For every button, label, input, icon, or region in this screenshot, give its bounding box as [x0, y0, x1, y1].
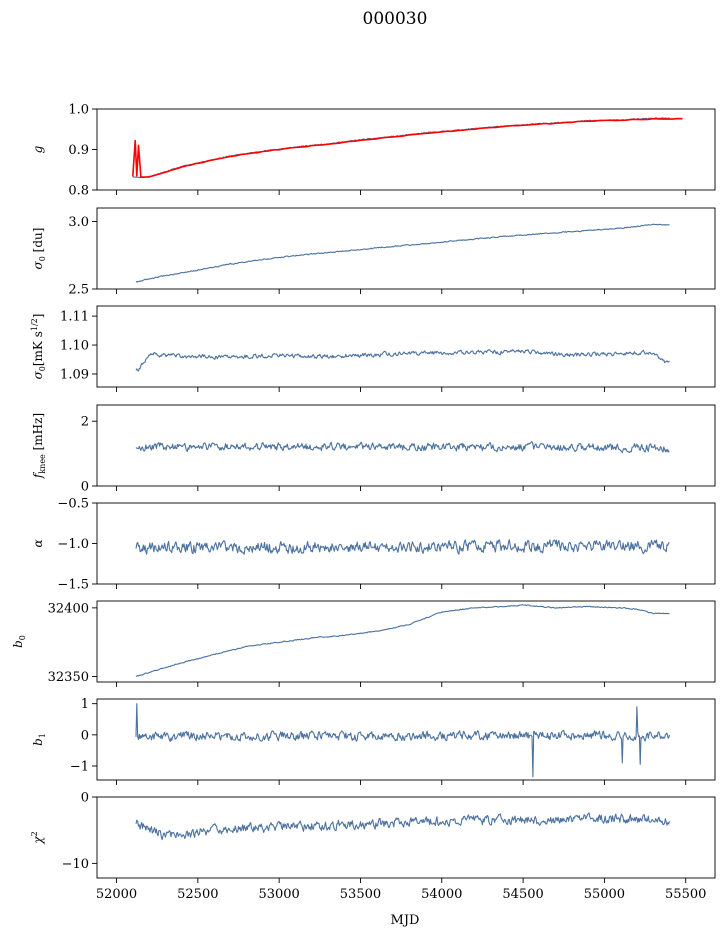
ytick-label-sigma0_du-1: 3.0 [68, 215, 89, 230]
ylabel-g: g [31, 145, 45, 153]
ytick-label-chi2-0: −10 [62, 857, 89, 872]
ytick-label-sigma0_mk-2: 1.11 [60, 310, 89, 325]
axes-frame-g [96, 108, 716, 191]
panels: 0.8 0.9 1.0 g 2.5 3.0 σ0 [du] 1.09 1.10 1.11 σ0[mK… [11, 103, 716, 902]
ytick-label-b1-1: 0 [81, 728, 89, 743]
ytick-label-b0-0: 32350 [48, 670, 89, 685]
panel-b0: 32350 32400 b0 [11, 600, 716, 687]
series-line-b1 [135, 703, 671, 778]
ytick-label-chi2-1: 0 [81, 791, 89, 806]
axes-frame-sigma0_mk [96, 305, 716, 388]
panel-g: 0.8 0.9 1.0 g [31, 103, 716, 199]
ylabel-chi2: χ2 [30, 831, 45, 844]
ytick-label-g-1: 0.9 [68, 143, 89, 158]
axes-frame-sigma0_du [96, 207, 716, 290]
ylabel-b0: b0 [11, 635, 27, 648]
xtick-label-1: 52500 [177, 887, 218, 902]
xtick-label-0: 52000 [96, 887, 137, 902]
axes-frame-b0 [96, 600, 716, 683]
panel-alpha: −1.5 −1.0 −0.5 α [31, 497, 716, 593]
ytick-label-sigma0_mk-1: 1.10 [60, 339, 89, 354]
ylabel-sigma0_du: σ0 [du] [31, 228, 47, 270]
ylabel-fknee: fknee [mHz] [31, 413, 47, 479]
ytick-label-fknee-0: 0 [81, 480, 89, 495]
xtick-label-2: 53000 [258, 887, 299, 902]
series-line-sigma0_mk [135, 349, 670, 372]
series-line-g [132, 117, 670, 178]
x-axis-label: MJD [391, 913, 420, 928]
ylabel-alpha: α [31, 539, 45, 547]
ylabel-sigma0_mk: σ0[mK s1/2] [30, 314, 47, 380]
series-line-sigma0_du [135, 223, 670, 283]
panel-chi2: −10 0 52000 52500 53000 53500 54000 54500 55000 5… [30, 791, 716, 902]
series-line-b0 [135, 604, 670, 678]
ytick-label-alpha-0: −1.5 [57, 578, 89, 593]
ytick-label-fknee-1: 2 [81, 415, 89, 430]
ytick-label-b1-2: 1 [81, 697, 89, 712]
panel-b1: −1 0 1 b1 [31, 697, 716, 785]
ytick-label-sigma0_mk-0: 1.09 [60, 367, 89, 382]
axes-frame-chi2 [96, 796, 716, 879]
ytick-label-alpha-2: −0.5 [57, 497, 89, 512]
series-line-alpha [135, 539, 670, 555]
xtick-label-5: 54500 [502, 887, 543, 902]
xtick-label-7: 55500 [665, 887, 706, 902]
series-line-fknee [135, 441, 670, 454]
ylabel-b1: b1 [31, 733, 47, 746]
series-line-g-1 [132, 117, 683, 178]
figure-title: 000030 [363, 9, 428, 29]
ytick-label-g-0: 0.8 [68, 184, 89, 199]
xtick-label-3: 53500 [340, 887, 381, 902]
ytick-label-b0-1: 32400 [48, 601, 89, 616]
axes-frame-fknee [96, 404, 716, 487]
xtick-label-4: 54000 [421, 887, 462, 902]
ytick-label-sigma0_du-0: 2.5 [68, 283, 89, 298]
ytick-label-g-2: 1.0 [68, 103, 89, 118]
axes-frame-b1 [96, 698, 716, 781]
panel-sigma0_du: 2.5 3.0 σ0 [du] [31, 207, 716, 298]
panel-sigma0_mk: 1.09 1.10 1.11 σ0[mK s1/2] [30, 305, 716, 392]
panel-fknee: 0 2 fknee [mHz] [31, 404, 716, 495]
xtick-label-6: 55000 [584, 887, 625, 902]
ytick-label-alpha-1: −1.0 [57, 537, 89, 552]
ytick-label-b1-0: −1 [70, 759, 89, 774]
series-line-chi2 [135, 812, 671, 841]
